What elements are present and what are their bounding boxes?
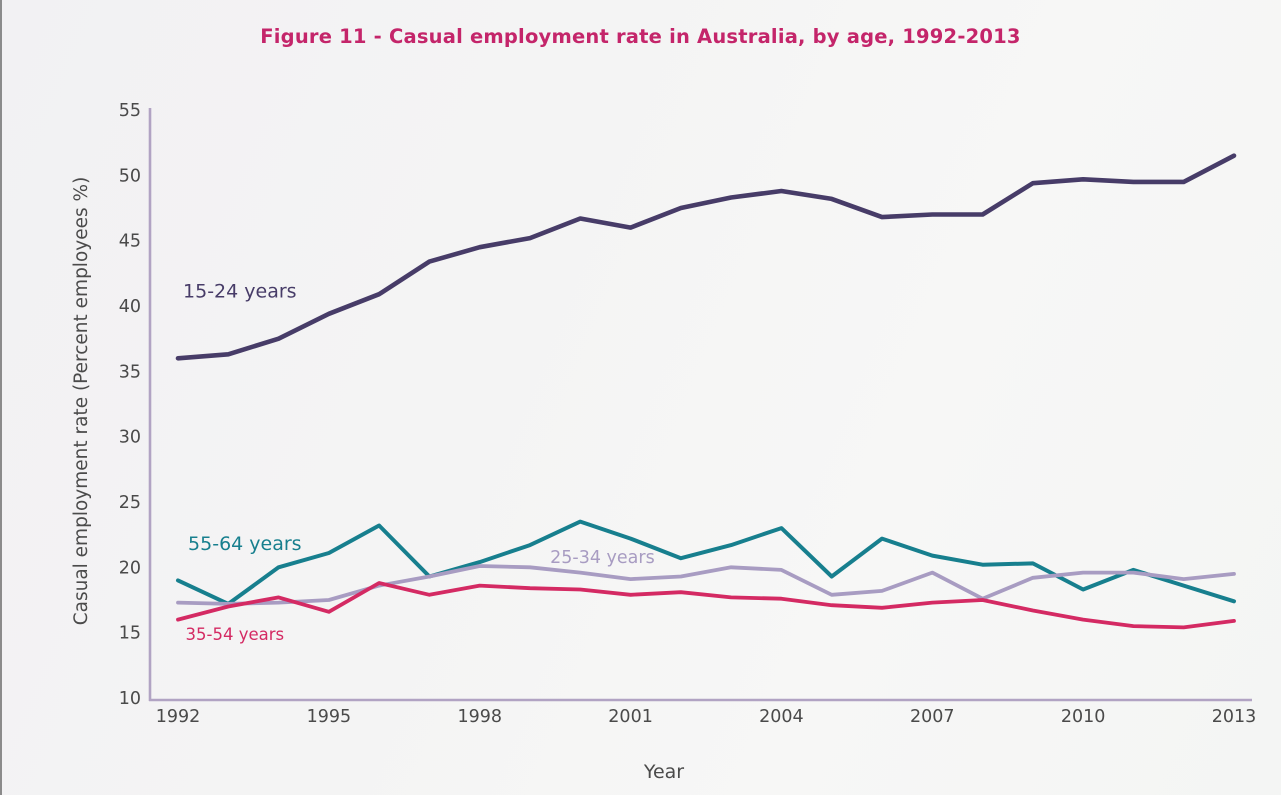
series-line-55-64-years — [176, 519, 1236, 606]
chart-title: Figure 11 - Casual employment rate in Au… — [260, 25, 1021, 48]
x-axis-label: Year — [643, 761, 685, 783]
y-tick-label: 45 — [119, 232, 141, 252]
series-line-35-54-years — [176, 581, 1236, 630]
window-left-border — [0, 0, 2, 795]
y-tick-label: 40 — [119, 297, 141, 317]
series-label-35-54-years: 35-54 years — [186, 625, 285, 644]
y-tick-label: 30 — [119, 428, 141, 448]
y-tick-label: 55 — [119, 101, 141, 121]
y-tick-label: 10 — [119, 689, 141, 709]
series-label-15-24-years: 15-24 years — [183, 281, 297, 303]
y-tick-label: 20 — [119, 558, 141, 578]
y-tick-label: 25 — [119, 493, 141, 513]
x-tick-label: 2007 — [910, 707, 955, 727]
y-tick-label: 15 — [119, 624, 141, 644]
y-axis-label: Casual employment rate (Percent employee… — [71, 176, 92, 626]
x-tick-label: 2001 — [608, 707, 653, 727]
x-tick-label: 2013 — [1212, 707, 1257, 727]
x-tick-label: 2004 — [759, 707, 804, 727]
y-tick-label: 50 — [119, 166, 141, 186]
x-tick-label: 1992 — [156, 707, 201, 727]
x-tick-label: 2010 — [1061, 707, 1106, 727]
x-tick-label: 1998 — [457, 707, 502, 727]
y-tick-label: 35 — [119, 362, 141, 382]
series-label-25-34-years: 25-34 years — [550, 548, 655, 568]
series-label-55-64-years: 55-64 years — [188, 533, 302, 555]
series-line-25-34-years — [176, 564, 1236, 606]
series-line-15-24-years — [175, 153, 1237, 361]
x-tick-label: 1995 — [307, 707, 352, 727]
